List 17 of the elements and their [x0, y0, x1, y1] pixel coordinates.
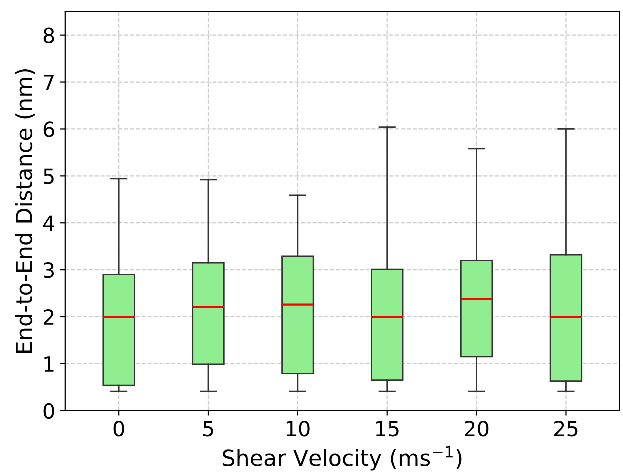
y-axis-title: End-to-End Distance (nm) [15, 69, 36, 353]
x-axis-title: Shear Velocity (ms$^{−1}$) [223, 446, 462, 471]
x-tick-label: 15 [376, 421, 399, 437]
y-tick-label: 8 [44, 28, 54, 44]
y-tick-label: 6 [44, 122, 54, 138]
y-tick-label: 5 [44, 168, 54, 184]
y-tick-label: 7 [44, 75, 54, 90]
y-tick-label: 4 [43, 216, 55, 232]
y-tick-label: 2 [44, 309, 54, 325]
y-tick-label: 3 [44, 262, 54, 278]
y-tick-label: 1 [44, 356, 54, 372]
x-tick-label: 5 [203, 421, 214, 437]
y-tick-label: 0 [44, 403, 54, 420]
x-tick-label: 10 [286, 420, 310, 437]
x-tick-label: 20 [465, 420, 489, 437]
x-tick-label: 0 [114, 420, 124, 437]
x-tick-label: 25 [554, 420, 578, 437]
